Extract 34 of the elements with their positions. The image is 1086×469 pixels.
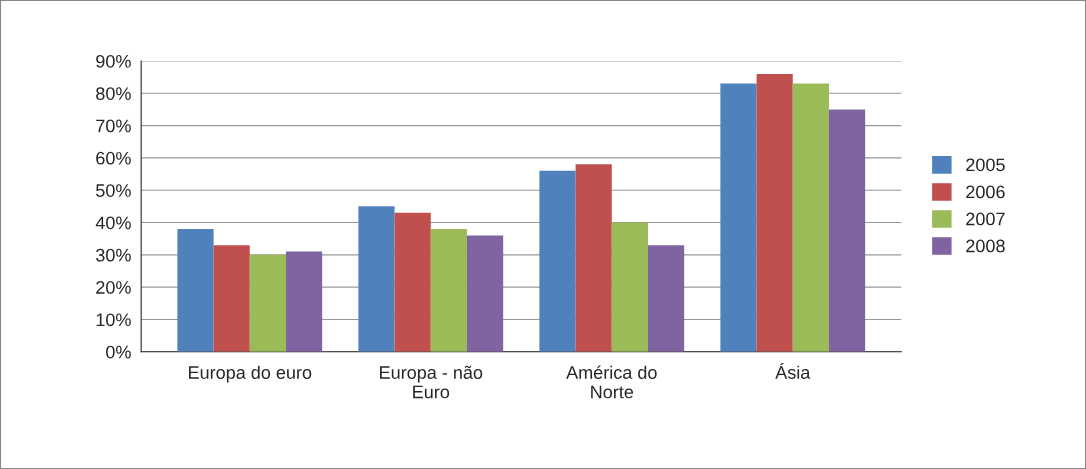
bar (720, 83, 757, 352)
bar (285, 251, 323, 352)
bar (792, 83, 829, 352)
y-tick-label: 30% (96, 248, 131, 262)
bar (466, 235, 504, 352)
y-tick-label: 90% (96, 54, 131, 68)
bar (828, 109, 866, 352)
legend-label: 2005 (966, 158, 1005, 172)
bar (249, 254, 286, 352)
legend-label: 2008 (966, 239, 1005, 253)
y-tick-label: 10% (96, 313, 131, 327)
bar (756, 73, 793, 352)
y-tick-label: 40% (95, 216, 131, 230)
bar (539, 170, 576, 352)
y-tick-label: 50% (96, 184, 131, 197)
legend-label: 2006 (966, 185, 1005, 199)
bar (394, 212, 431, 352)
bar (358, 206, 395, 352)
y-tick-label: 70% (96, 119, 131, 133)
y-tick-label: 60% (96, 151, 131, 165)
bar (213, 245, 250, 352)
bar (430, 228, 467, 352)
legend-label: 2007 (966, 212, 1005, 226)
y-tick-label: 20% (96, 281, 131, 294)
y-tick-label: 0% (106, 345, 131, 359)
y-tick-label: 80% (96, 87, 131, 100)
x-tick-label: Ásia (775, 363, 811, 379)
bar (177, 228, 214, 352)
bar (647, 245, 685, 352)
x-tick-label: América do Norte (566, 365, 657, 399)
bar (611, 222, 648, 352)
x-tick-label: Europa - não Euro (380, 365, 483, 399)
bar (575, 164, 612, 352)
x-tick-label: Europa do euro (189, 365, 312, 383)
